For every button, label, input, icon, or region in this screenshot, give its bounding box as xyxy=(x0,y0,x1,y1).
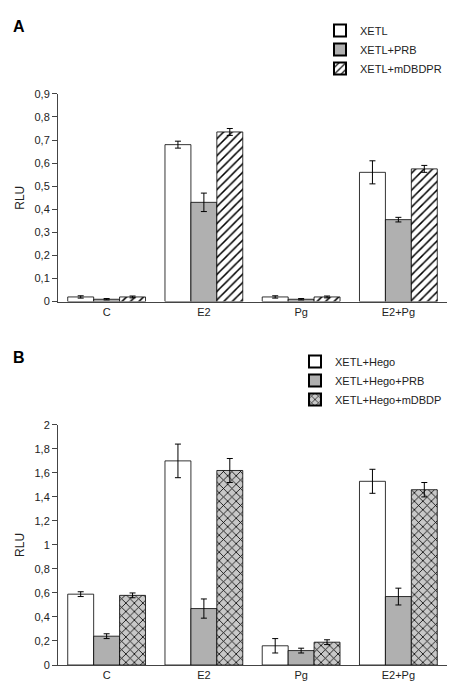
svg-text:0,6: 0,6 xyxy=(35,587,50,599)
svg-text:0,9: 0,9 xyxy=(35,88,50,100)
svg-text:0: 0 xyxy=(44,659,50,671)
svg-text:RLU: RLU xyxy=(13,533,27,557)
svg-text:E2+Pg: E2+Pg xyxy=(382,306,415,318)
svg-text:Pg: Pg xyxy=(294,306,307,318)
svg-text:1,6: 1,6 xyxy=(35,467,50,479)
svg-text:0,8: 0,8 xyxy=(35,563,50,575)
svg-text:A: A xyxy=(13,18,25,35)
svg-text:1: 1 xyxy=(44,539,50,551)
svg-text:0,8: 0,8 xyxy=(35,111,50,123)
svg-text:1,2: 1,2 xyxy=(35,515,50,527)
svg-text:Pg: Pg xyxy=(294,669,307,681)
svg-text:XETL: XETL xyxy=(360,25,388,37)
svg-text:XETL+Hego+PRB: XETL+Hego+PRB xyxy=(335,375,424,387)
svg-text:C: C xyxy=(103,306,111,318)
svg-text:RLU: RLU xyxy=(13,186,27,210)
svg-text:C: C xyxy=(103,669,111,681)
svg-text:XETL+PRB: XETL+PRB xyxy=(360,44,417,56)
svg-text:0,4: 0,4 xyxy=(35,203,50,215)
svg-text:B: B xyxy=(13,349,25,366)
svg-text:0,6: 0,6 xyxy=(35,157,50,169)
svg-text:1,4: 1,4 xyxy=(35,491,50,503)
svg-text:E2+Pg: E2+Pg xyxy=(382,669,415,681)
svg-text:0,1: 0,1 xyxy=(35,272,50,284)
svg-text:0,5: 0,5 xyxy=(35,180,50,192)
svg-text:XETL+Hego+mDBDP: XETL+Hego+mDBDP xyxy=(335,394,441,406)
svg-text:XETL+Hego: XETL+Hego xyxy=(335,356,395,368)
svg-text:E2: E2 xyxy=(197,669,210,681)
svg-text:1,8: 1,8 xyxy=(35,443,50,455)
svg-text:2: 2 xyxy=(44,419,50,431)
svg-text:0,2: 0,2 xyxy=(35,635,50,647)
svg-text:0,3: 0,3 xyxy=(35,226,50,238)
svg-text:E2: E2 xyxy=(197,306,210,318)
svg-text:0,2: 0,2 xyxy=(35,249,50,261)
svg-text:0,4: 0,4 xyxy=(35,611,50,623)
svg-text:0,7: 0,7 xyxy=(35,134,50,146)
svg-text:XETL+mDBDPR: XETL+mDBDPR xyxy=(360,63,442,75)
svg-text:0: 0 xyxy=(44,295,50,307)
